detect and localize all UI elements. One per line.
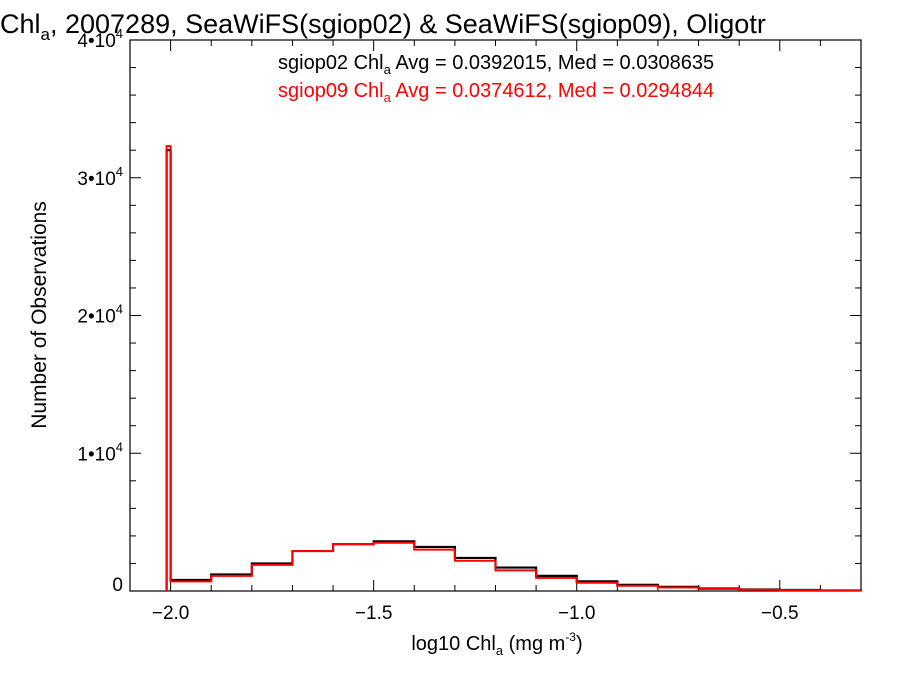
series-sgiop09-line	[165, 145, 862, 592]
x-tick-label: −1.5	[355, 603, 393, 624]
y-tick-label: 2•104	[77, 302, 123, 328]
y-tick-label: 4•104	[77, 26, 123, 52]
y-axis-ticks	[130, 39, 861, 592]
chart-title-sub: a	[41, 25, 51, 44]
legend-entry-sgiop09: sgiop09 Chla Avg = 0.0374612, Med = 0.02…	[278, 80, 714, 105]
chart-title-rest: , 2007289, SeaWiFS(sgiop02) & SeaWiFS(sg…	[50, 9, 766, 39]
y-tick-label: 0	[112, 575, 123, 596]
series-sgiop02-line	[165, 149, 863, 592]
x-tick-label: −2.0	[152, 603, 190, 624]
chart-title: Chla, 2007289, SeaWiFS(sgiop02) & SeaWiF…	[0, 9, 766, 44]
plot-frame	[129, 39, 862, 592]
chart-title-prefix: Chl	[0, 9, 41, 39]
x-axis-ticks	[129, 40, 862, 591]
y-axis-title: Number of Observations	[28, 201, 51, 429]
series-group	[165, 145, 863, 592]
x-tick-label: −1.0	[558, 603, 596, 624]
y-tick-labels: 0 1•104 2•104 3•104 4•104	[77, 26, 123, 596]
legend-entry-sgiop02: sgiop02 Chla Avg = 0.0392015, Med = 0.03…	[278, 52, 714, 77]
x-axis-title: log10 Chla (mg m-3)	[411, 630, 582, 658]
y-tick-label: 1•104	[77, 439, 123, 465]
y-tick-label: 3•104	[77, 164, 123, 190]
x-tick-label: −0.5	[761, 603, 799, 624]
x-tick-labels: −2.0 −1.5 −1.0 −0.5	[152, 603, 799, 624]
